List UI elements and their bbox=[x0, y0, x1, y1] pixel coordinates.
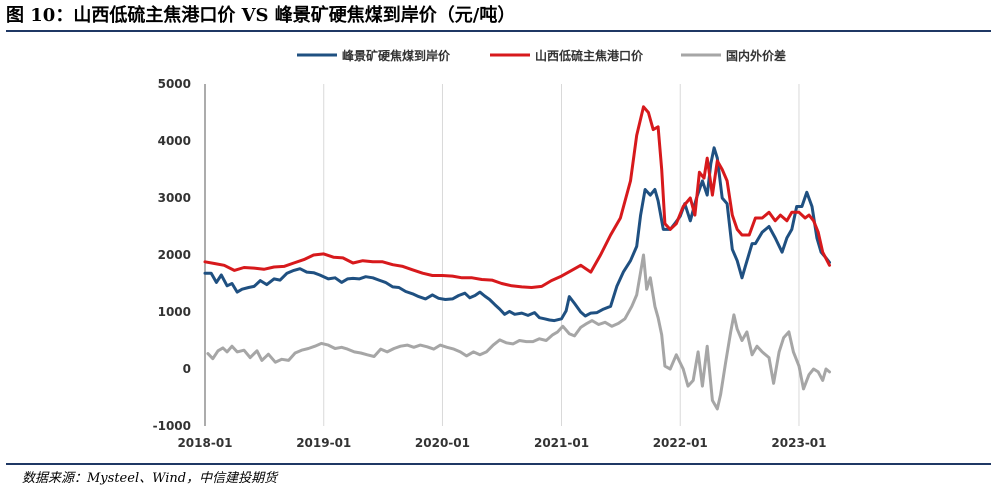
figure-title: 图 10：山西低硫主焦港口价 VS 峰景矿硬焦煤到岸价（元/吨） bbox=[6, 5, 516, 26]
bottom-rule bbox=[6, 463, 991, 465]
x-tick-label: 2022-01 bbox=[653, 436, 708, 450]
series-line-1 bbox=[203, 146, 831, 323]
legend-label-2: 山西低硫主焦港口价 bbox=[535, 48, 644, 63]
series-lines bbox=[203, 105, 831, 411]
y-tick-label: 4000 bbox=[158, 134, 191, 148]
x-tick-label: 2018-01 bbox=[177, 436, 232, 450]
y-tick-label: -1000 bbox=[153, 419, 191, 433]
y-tick-label: 3000 bbox=[158, 191, 191, 205]
y-tick-label: 5000 bbox=[158, 77, 191, 91]
series-line-3 bbox=[206, 253, 831, 411]
x-tick-label: 2023-01 bbox=[771, 436, 826, 450]
series-line-2 bbox=[203, 105, 831, 289]
x-tick-label: 2020-01 bbox=[415, 436, 470, 450]
y-tick-label: 0 bbox=[183, 362, 191, 376]
x-tick-label: 2019-01 bbox=[296, 436, 351, 450]
top-rule bbox=[6, 30, 991, 32]
legend: 峰景矿硬焦煤到岸价 山西低硫主焦港口价 国内外价差 bbox=[297, 48, 786, 63]
legend-label-3: 国内外价差 bbox=[726, 48, 786, 63]
axes: 2018-01 2019-01 2020-01 2021-01 2022-01 2023-… bbox=[153, 77, 827, 450]
x-tick-label: 2021-01 bbox=[534, 436, 589, 450]
y-tick-label: 2000 bbox=[158, 248, 191, 262]
y-tick-label: 1000 bbox=[158, 305, 191, 319]
legend-label-1: 峰景矿硬焦煤到岸价 bbox=[342, 48, 451, 63]
source-note: 数据来源：Mysteel、Wind，中信建投期货 bbox=[22, 471, 278, 486]
